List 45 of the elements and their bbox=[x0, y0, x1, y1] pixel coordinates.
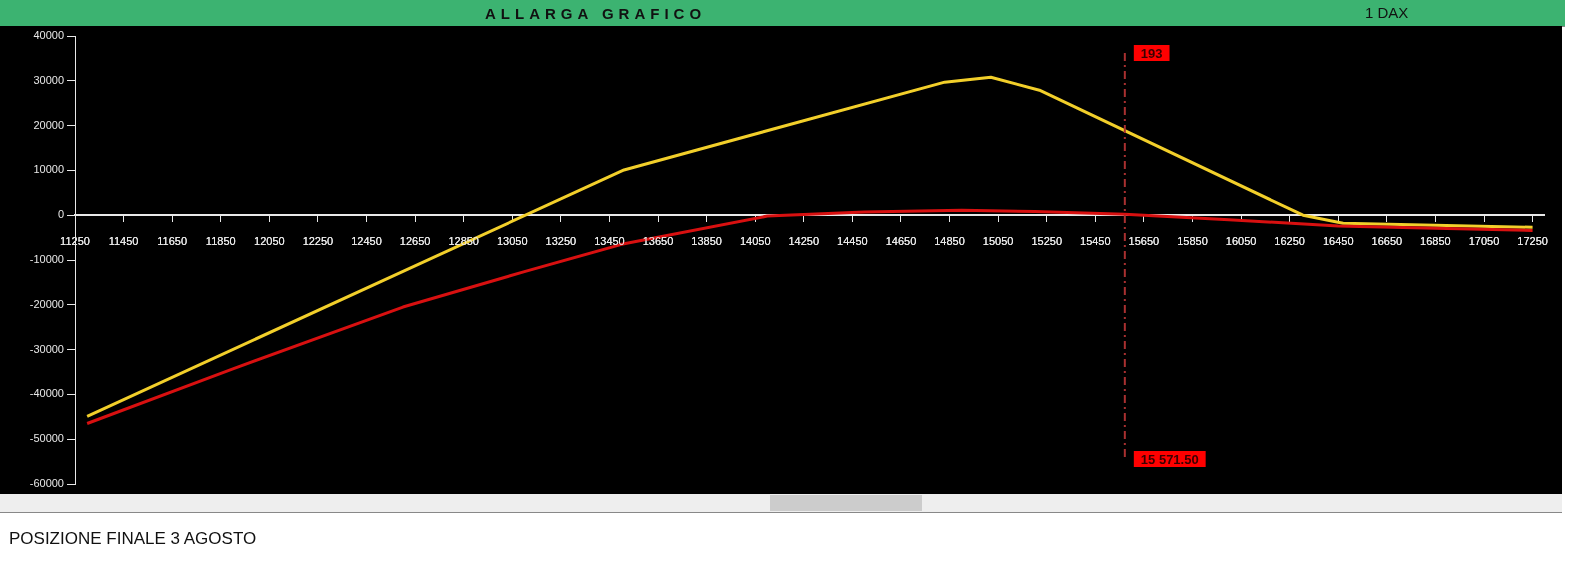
y-tick-label: 40000 bbox=[33, 29, 64, 42]
x-tick-label: 16650 bbox=[1371, 234, 1403, 247]
y-tick-label: -30000 bbox=[29, 342, 64, 355]
x-tick-label: 11450 bbox=[108, 234, 139, 247]
chart-title: ALLARGA GRAFICO bbox=[485, 5, 707, 22]
y-tick-label: -20000 bbox=[29, 297, 64, 310]
y-tick-label: 30000 bbox=[33, 73, 64, 86]
x-tick-label: 14650 bbox=[885, 234, 917, 247]
x-tick-label: 12050 bbox=[254, 234, 285, 247]
y-tick-label: 0 bbox=[57, 208, 64, 221]
x-tick-label: 15850 bbox=[1177, 234, 1208, 247]
y-tick-label: 10000 bbox=[33, 163, 64, 176]
x-tick-label: 14050 bbox=[739, 234, 771, 247]
y-tick-label: 20000 bbox=[33, 118, 64, 131]
annotation: 193 bbox=[1140, 45, 1163, 61]
ref-line-label: 15 571.50 bbox=[1140, 451, 1199, 467]
x-tick-label: 16050 bbox=[1225, 234, 1257, 247]
x-tick-label: 14250 bbox=[788, 234, 820, 247]
x-tick-label: 16850 bbox=[1420, 234, 1451, 247]
x-tick-label: 12450 bbox=[351, 234, 382, 247]
x-tick-label: 15650 bbox=[1128, 234, 1160, 247]
x-tick-label: 17050 bbox=[1468, 234, 1500, 247]
x-tick-label: 13650 bbox=[642, 234, 674, 247]
x-tick-label: 12250 bbox=[302, 234, 334, 247]
x-tick-label: 11850 bbox=[205, 234, 236, 247]
x-tick-label: 17250 bbox=[1517, 234, 1548, 247]
x-tick-label: 15250 bbox=[1031, 234, 1063, 247]
y-tick-label: -10000 bbox=[29, 253, 64, 266]
x-tick-label: 15450 bbox=[1080, 234, 1111, 247]
x-tick-label: 16250 bbox=[1274, 234, 1305, 247]
y-tick-label: -60000 bbox=[29, 477, 64, 490]
x-tick-label: 14450 bbox=[837, 234, 868, 247]
x-tick-label: 14850 bbox=[934, 234, 965, 247]
chart-subtitle: 1 DAX bbox=[1365, 4, 1409, 21]
x-tick-label: 13050 bbox=[496, 234, 528, 247]
x-tick-label: 13850 bbox=[691, 234, 722, 247]
x-tick-label: 11650 bbox=[157, 234, 188, 247]
x-tick-label: 15050 bbox=[982, 234, 1014, 247]
y-tick-label: -40000 bbox=[29, 387, 64, 400]
y-tick-label: -50000 bbox=[29, 432, 64, 445]
x-tick-label: 16450 bbox=[1322, 234, 1354, 247]
x-tick-label: 13250 bbox=[545, 234, 577, 247]
x-tick-label: 13450 bbox=[594, 234, 625, 247]
x-tick-label: 12650 bbox=[399, 234, 431, 247]
text: POSIZIONE FINALE 3 AGOSTO bbox=[9, 529, 257, 549]
